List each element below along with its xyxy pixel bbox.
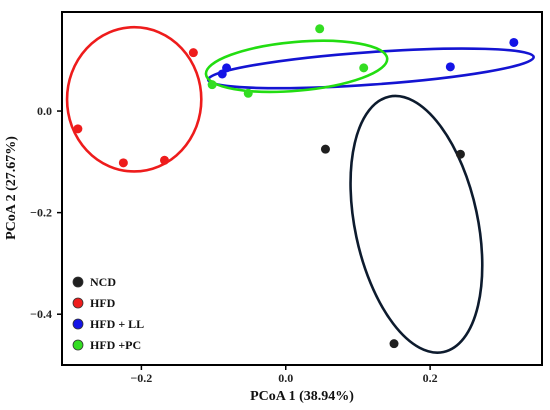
y-axis-title: PCoA 2 (27.67%): [4, 136, 19, 240]
legend-marker-hfd-pc: [72, 339, 84, 351]
point-hfd-pc: [207, 80, 217, 90]
y-tick-label: −0.2: [30, 206, 52, 220]
legend-label-ncd: NCD: [90, 275, 116, 289]
point-ncd: [389, 339, 399, 349]
ellipse-hfd-pc: [204, 39, 389, 94]
x-tick-label: −0.2: [130, 371, 152, 385]
ellipse-hfd-ll: [206, 47, 535, 90]
point-ncd: [455, 149, 465, 159]
legend: NCD HFD HFD + LL HFD +PC: [72, 275, 144, 352]
ellipse-ncd: [349, 94, 484, 354]
y-tick-label: 0.0: [37, 104, 52, 118]
legend-marker-hfd: [72, 297, 84, 309]
point-hfd: [188, 48, 198, 58]
data-points: [73, 24, 519, 349]
plot-frame: [61, 11, 543, 366]
confidence-ellipses: [65, 25, 535, 354]
point-ncd: [320, 144, 330, 154]
point-hfd: [73, 124, 83, 134]
axis-ticks: −0.2 0.0 0.2 0.0 −0.2 −0.4: [30, 104, 437, 385]
legend-label-hfd-ll: HFD + LL: [90, 317, 144, 331]
point-hfd-pc: [359, 63, 369, 73]
point-hfd-ll: [222, 63, 232, 73]
point-hfd: [118, 158, 128, 168]
x-axis-title: PCoA 1 (38.94%): [250, 389, 354, 404]
x-tick-label: 0.2: [423, 371, 438, 385]
point-hfd-ll: [509, 37, 519, 47]
point-hfd-ll: [445, 62, 455, 72]
x-tick-label: 0.0: [278, 371, 293, 385]
legend-label-hfd-pc: HFD +PC: [90, 338, 141, 352]
legend-label-hfd: HFD: [90, 296, 116, 310]
y-tick-label: −0.4: [30, 307, 52, 321]
legend-marker-ncd: [72, 276, 84, 288]
ellipse-hfd: [65, 25, 203, 173]
point-hfd-pc: [315, 24, 325, 34]
legend-marker-hfd-ll: [72, 318, 84, 330]
point-hfd: [159, 155, 169, 165]
point-hfd-pc: [243, 88, 253, 98]
